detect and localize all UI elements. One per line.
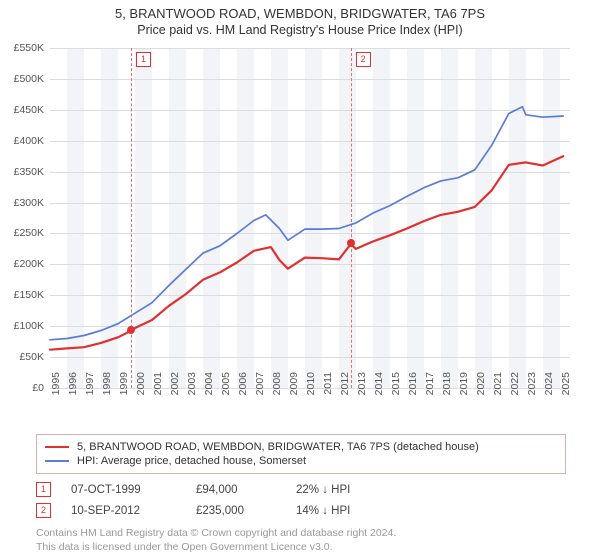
transaction-price: £94,000 (196, 484, 276, 496)
transaction-price: £235,000 (196, 505, 276, 517)
transaction-marker: 1 (36, 482, 51, 497)
legend-swatch-property (45, 446, 69, 448)
legend-row-hpi: HPI: Average price, detached house, Some… (45, 454, 557, 468)
chart-container: 5, BRANTWOOD ROAD, WEMBDON, BRIDGWATER, … (0, 0, 600, 560)
transaction-delta: 14% ↓ HPI (296, 505, 396, 517)
table-row: 1 07-OCT-1999 £94,000 22% ↓ HPI (36, 479, 396, 500)
footer-line1: Contains HM Land Registry data © Crown c… (36, 526, 396, 540)
transactions-table: 1 07-OCT-1999 £94,000 22% ↓ HPI 2 10-SEP… (36, 479, 396, 521)
footer-attribution: Contains HM Land Registry data © Crown c… (36, 526, 396, 554)
chart-title-line1: 5, BRANTWOOD ROAD, WEMBDON, BRIDGWATER, … (0, 0, 600, 21)
table-row: 2 10-SEP-2012 £235,000 14% ↓ HPI (36, 500, 396, 521)
transaction-marker: 2 (36, 503, 51, 518)
legend-row-property: 5, BRANTWOOD ROAD, WEMBDON, BRIDGWATER, … (45, 440, 557, 454)
legend-swatch-hpi (45, 460, 69, 462)
transaction-date: 10-SEP-2012 (71, 505, 176, 517)
series-property-line (50, 156, 563, 350)
series-hpi-line (50, 107, 563, 340)
footer-line2: This data is licensed under the Open Gov… (36, 540, 396, 554)
transaction-date: 07-OCT-1999 (71, 484, 176, 496)
chart-plot-area: 12 £0£50K£100K£150K£200K£250K£300K£350K£… (50, 48, 570, 388)
chart-title-line2: Price paid vs. HM Land Registry's House … (0, 21, 600, 37)
legend-label-hpi: HPI: Average price, detached house, Some… (77, 455, 306, 467)
transaction-delta: 22% ↓ HPI (296, 484, 396, 496)
legend-label-property: 5, BRANTWOOD ROAD, WEMBDON, BRIDGWATER, … (77, 441, 479, 453)
chart-lines (50, 48, 570, 388)
chart-legend: 5, BRANTWOOD ROAD, WEMBDON, BRIDGWATER, … (36, 434, 566, 474)
